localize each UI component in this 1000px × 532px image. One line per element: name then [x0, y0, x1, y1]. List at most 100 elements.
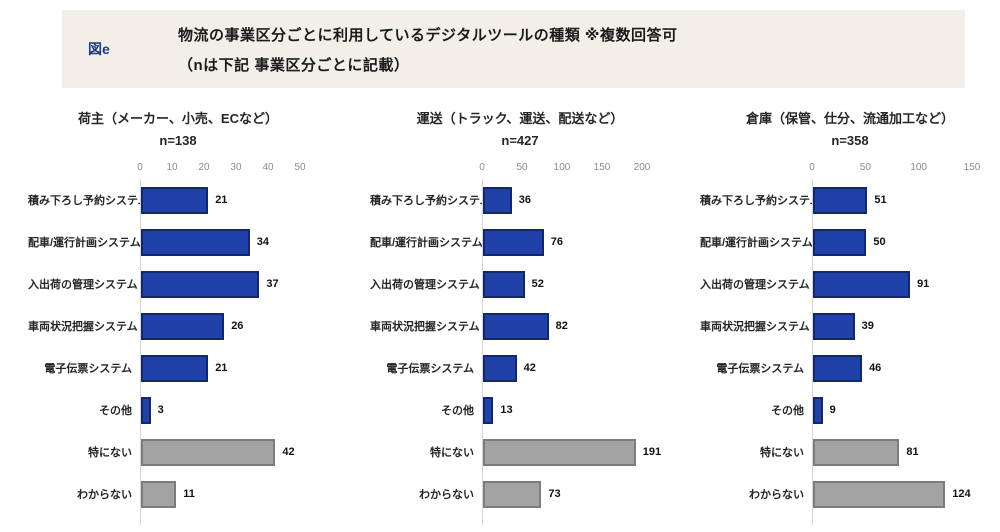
chart-row: 車両状況把握システム 82 — [370, 305, 670, 347]
bar — [141, 480, 177, 508]
category-label: その他 — [441, 405, 474, 417]
bar — [141, 438, 276, 466]
value-label: 82 — [555, 320, 568, 332]
bar-area: 9 — [812, 389, 1000, 431]
bar-area: 51 — [812, 179, 1000, 221]
category-label: 積み下ろし予約システム — [370, 195, 491, 207]
chart-row: 電子伝票システム 42 — [370, 347, 670, 389]
bar — [813, 228, 867, 256]
bar-area: 21 — [140, 347, 328, 389]
value-label: 21 — [215, 362, 228, 374]
chart-rows: 積み下ろし予約システム 51 配車/運行計画システム 50 入出荷の管理システム 91 車両… — [700, 179, 1000, 515]
bar-area: 21 — [140, 179, 328, 221]
bar-area: 82 — [482, 305, 670, 347]
value-label: 52 — [531, 278, 544, 290]
category-label: 配車/運行計画システム — [28, 237, 141, 249]
chart-row: 特にない 191 — [370, 431, 670, 473]
bar — [483, 480, 542, 508]
bar-area: 50 — [812, 221, 1000, 263]
value-label: 51 — [874, 194, 887, 206]
chart-title: 荷主（メーカー、小売、ECなど） — [78, 111, 278, 126]
bar-area: 39 — [812, 305, 1000, 347]
chart-row: 入出荷の管理システム 37 — [28, 263, 328, 305]
axis-tick-label: 150 — [963, 162, 981, 173]
chart-row: その他 9 — [700, 389, 1000, 431]
bar-area: 73 — [482, 473, 670, 515]
value-label: 9 — [829, 404, 836, 416]
bar — [813, 312, 855, 340]
bar-area: 52 — [482, 263, 670, 305]
bar — [483, 228, 544, 256]
axis-tick-label: 20 — [198, 162, 210, 173]
category-label: その他 — [99, 405, 132, 417]
chart-rows: 積み下ろし予約システム 36 配車/運行計画システム 76 入出荷の管理システム 52 車両… — [370, 179, 670, 515]
chart-row: 特にない 81 — [700, 431, 1000, 473]
value-label: 191 — [642, 446, 662, 458]
chart-title: 倉庫（保管、仕分、流通加工など） — [745, 111, 954, 126]
chart-row: 積み下ろし予約システム 51 — [700, 179, 1000, 221]
bar — [141, 354, 209, 382]
chart-n-label: n=358 — [831, 133, 869, 148]
chart-title: 運送（トラック、運送、配送など） — [416, 111, 624, 126]
bar-area: 42 — [482, 347, 670, 389]
chart-row: 配車/運行計画システム 76 — [370, 221, 670, 263]
bar-area: 124 — [812, 473, 1000, 515]
bar — [141, 312, 225, 340]
chart-row: 配車/運行計画システム 50 — [700, 221, 1000, 263]
bar-area: 26 — [140, 305, 328, 347]
category-label: 特にない — [430, 447, 474, 459]
category-label: 配車/運行計画システム — [370, 237, 483, 249]
bar — [813, 186, 868, 214]
axis-tick-label: 100 — [553, 162, 571, 173]
bar — [483, 396, 494, 424]
bar — [141, 186, 209, 214]
axis-tick-label: 10 — [166, 162, 178, 173]
bar-area: 37 — [140, 263, 328, 305]
chart-n-label: n=427 — [501, 133, 539, 148]
value-label: 36 — [518, 194, 532, 206]
value-label: 91 — [917, 278, 930, 290]
category-label: 車両状況把握システム — [700, 321, 810, 333]
category-label: 電子伝票システム — [386, 363, 474, 375]
axis-tick-label: 50 — [516, 162, 528, 173]
chart-transport: 運送（トラック、運送、配送など） n=427 0 50 100 150 200 積み下ろ… — [370, 108, 670, 525]
axis-tick-label: 0 — [479, 162, 485, 173]
chart-row: その他 3 — [28, 389, 328, 431]
bar-area: 36 — [482, 179, 670, 221]
category-label: 特にない — [760, 447, 804, 459]
category-label: 特にない — [88, 447, 132, 459]
value-label: 50 — [873, 236, 886, 248]
axis-tick-label: 200 — [633, 162, 651, 173]
chart-row: わからない 124 — [700, 473, 1000, 515]
category-label: 車両状況把握システム — [370, 321, 480, 333]
bar — [813, 354, 863, 382]
value-label: 42 — [523, 362, 536, 374]
value-label: 11 — [183, 488, 195, 500]
chart-row: 積み下ろし予約システム 21 — [28, 179, 328, 221]
value-label: 81 — [906, 446, 919, 458]
bar — [483, 438, 636, 466]
x-axis-ticks: 0 50 100 150 — [809, 162, 980, 175]
bar-area: 42 — [140, 431, 328, 473]
bar — [483, 186, 512, 214]
chart-row: わからない 73 — [370, 473, 670, 515]
bar — [141, 270, 260, 298]
axis-tick-label: 40 — [262, 162, 274, 173]
chart-rows: 積み下ろし予約システム 21 配車/運行計画システム 34 入出荷の管理システム 37 車両… — [28, 179, 328, 515]
axis-tick-label: 50 — [859, 162, 871, 173]
value-label: 39 — [861, 320, 874, 332]
value-label: 73 — [548, 488, 561, 500]
category-label: わからない — [749, 489, 804, 501]
bar-area: 46 — [812, 347, 1000, 389]
chart-row: 車両状況把握システム 26 — [28, 305, 328, 347]
axis-tick-label: 0 — [809, 162, 815, 173]
value-label: 13 — [500, 404, 513, 416]
bar — [813, 396, 823, 424]
value-label: 37 — [266, 278, 279, 290]
axis-tick-label: 0 — [137, 162, 143, 173]
bar — [141, 228, 250, 256]
figure-title-line2: （nは下記 事業区分ごとに記載） — [178, 56, 410, 74]
chart-row: 積み下ろし予約システム 36 — [370, 179, 670, 221]
category-label: 入出荷の管理システム — [28, 279, 138, 291]
category-label: その他 — [771, 405, 804, 417]
